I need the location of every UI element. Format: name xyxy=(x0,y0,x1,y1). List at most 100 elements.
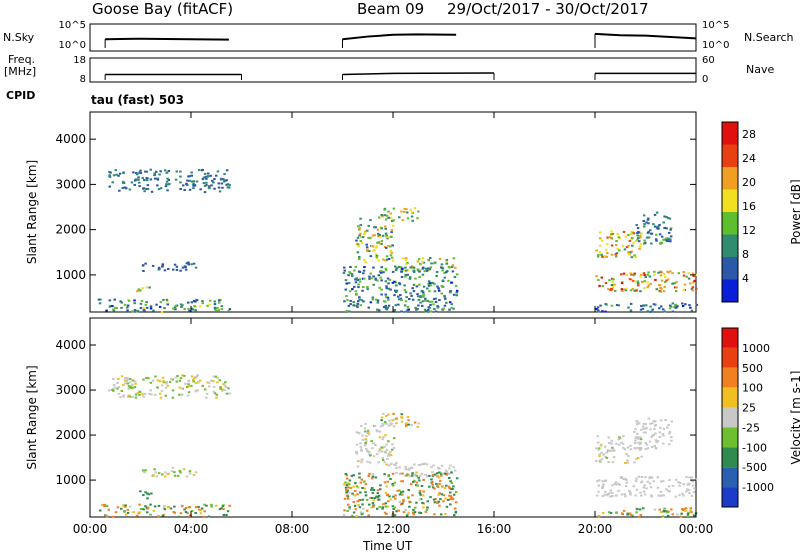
power-panel-cell xyxy=(120,306,123,309)
power-panel-cell xyxy=(405,208,408,211)
velocity-panel-cell xyxy=(203,388,207,391)
velocity-panel-cell xyxy=(371,473,375,476)
velocity-panel-cell xyxy=(343,483,346,486)
power-panel-ytick-0: 1000 xyxy=(55,268,86,282)
velocity-panel-cell xyxy=(125,380,129,383)
power-panel-cell xyxy=(433,308,436,311)
velocity-panel-cell xyxy=(215,393,218,396)
velocity-panel-cell xyxy=(441,485,444,488)
power-panel-cell xyxy=(382,306,386,309)
power-panel-cell xyxy=(158,305,162,308)
velocity-panel-ylabel: Slant Range [km] xyxy=(25,365,39,469)
power-panel-cell xyxy=(172,268,175,271)
power-panel-cell xyxy=(111,181,114,184)
velocity-panel-cell xyxy=(355,515,358,518)
velocity-panel-cell xyxy=(415,481,418,484)
velocity-panel-cell xyxy=(405,424,408,427)
velocity-panel-cell xyxy=(627,455,630,457)
velocity-panel-cell xyxy=(379,425,383,428)
power-panel-cell xyxy=(353,269,356,272)
power-panel-cell xyxy=(97,298,101,301)
velocity-panel-cell xyxy=(622,435,625,438)
velocity-panel-cell xyxy=(199,512,203,515)
velocity-panel-cell xyxy=(185,475,189,478)
velocity-panel-cell xyxy=(407,419,410,422)
velocity-panel-cell xyxy=(411,494,414,497)
velocity-panel-cell xyxy=(420,473,424,476)
velocity-panel-cell xyxy=(633,430,636,433)
power-panel-cell xyxy=(605,303,608,306)
power-panel-cell xyxy=(662,238,665,241)
velocity-panel-cell xyxy=(666,514,670,517)
velocity-panel-cell xyxy=(190,375,194,378)
velocity-panel-colorbar-swatch xyxy=(722,367,738,388)
power-panel-cell xyxy=(440,266,443,269)
velocity-panel-cell xyxy=(449,495,453,498)
power-panel-cell xyxy=(108,174,111,177)
power-panel-cell xyxy=(136,290,139,293)
velocity-panel-cell xyxy=(425,463,429,466)
power-panel-cell xyxy=(376,301,380,304)
power-panel-cell xyxy=(392,207,396,210)
power-panel-cell xyxy=(357,245,360,248)
power-panel-cell xyxy=(380,214,383,216)
power-panel-cell xyxy=(166,303,169,306)
power-panel-cell xyxy=(389,288,392,291)
radar-title: Goose Bay (fitACF) xyxy=(92,0,234,18)
velocity-panel-cell xyxy=(624,478,628,481)
velocity-panel-cell xyxy=(637,515,641,518)
velocity-panel-cell xyxy=(391,419,394,422)
velocity-panel-cell xyxy=(437,466,440,469)
power-panel-cell xyxy=(377,259,380,262)
power-panel-cell xyxy=(425,269,429,272)
velocity-panel-cell xyxy=(595,494,599,497)
power-panel-cell xyxy=(410,265,414,268)
power-panel-cell xyxy=(369,272,372,275)
power-panel-cell xyxy=(184,268,188,271)
power-panel-cell xyxy=(386,277,390,280)
power-panel-cell xyxy=(112,310,116,313)
velocity-panel-colorbar-tick-1: 500 xyxy=(742,362,763,375)
velocity-panel-cell xyxy=(428,485,431,488)
velocity-panel-cell xyxy=(116,387,119,390)
velocity-panel-cell xyxy=(364,491,367,494)
power-panel-cell xyxy=(414,306,417,309)
power-panel-ytick-1: 2000 xyxy=(55,223,86,237)
power-panel-cell xyxy=(345,295,348,298)
power-panel-cell xyxy=(418,270,421,273)
power-panel-cell xyxy=(156,178,160,181)
power-panel-cell xyxy=(423,270,426,273)
velocity-panel-cell xyxy=(163,475,167,478)
power-panel-cell xyxy=(385,285,388,288)
velocity-panel-colorbar-swatch xyxy=(722,347,738,368)
power-panel-cell xyxy=(398,298,401,301)
power-panel-cell xyxy=(633,280,636,283)
velocity-panel-cell xyxy=(387,440,390,443)
power-panel-cell xyxy=(436,306,439,309)
power-panel-cell xyxy=(428,268,432,271)
power-panel-cell xyxy=(153,172,156,175)
velocity-panel-cell xyxy=(376,492,379,495)
velocity-panel-cell xyxy=(225,392,229,395)
power-panel-cell xyxy=(185,262,189,265)
power-panel-cell xyxy=(399,297,403,300)
power-panel-cell xyxy=(415,308,418,311)
velocity-panel-colorbar-tick-0: 1000 xyxy=(742,342,770,355)
velocity-panel-cell xyxy=(392,437,396,440)
power-panel-cell xyxy=(666,240,670,243)
velocity-panel-cell xyxy=(381,438,384,441)
power-panel-cell xyxy=(388,278,392,281)
power-panel-cell xyxy=(616,247,619,250)
power-panel-cell xyxy=(646,231,650,234)
velocity-panel-cell xyxy=(431,474,435,477)
velocity-panel-cell xyxy=(196,374,199,377)
power-panel-cell xyxy=(376,308,379,311)
power-panel-cell xyxy=(167,268,170,270)
velocity-panel-cell xyxy=(384,415,388,417)
velocity-panel-cell xyxy=(384,434,387,437)
power-panel-cell xyxy=(349,266,352,268)
power-panel-cell xyxy=(142,270,145,272)
power-panel-cell xyxy=(420,290,424,293)
velocity-panel-cell xyxy=(387,452,391,455)
velocity-panel-cell xyxy=(192,380,195,383)
